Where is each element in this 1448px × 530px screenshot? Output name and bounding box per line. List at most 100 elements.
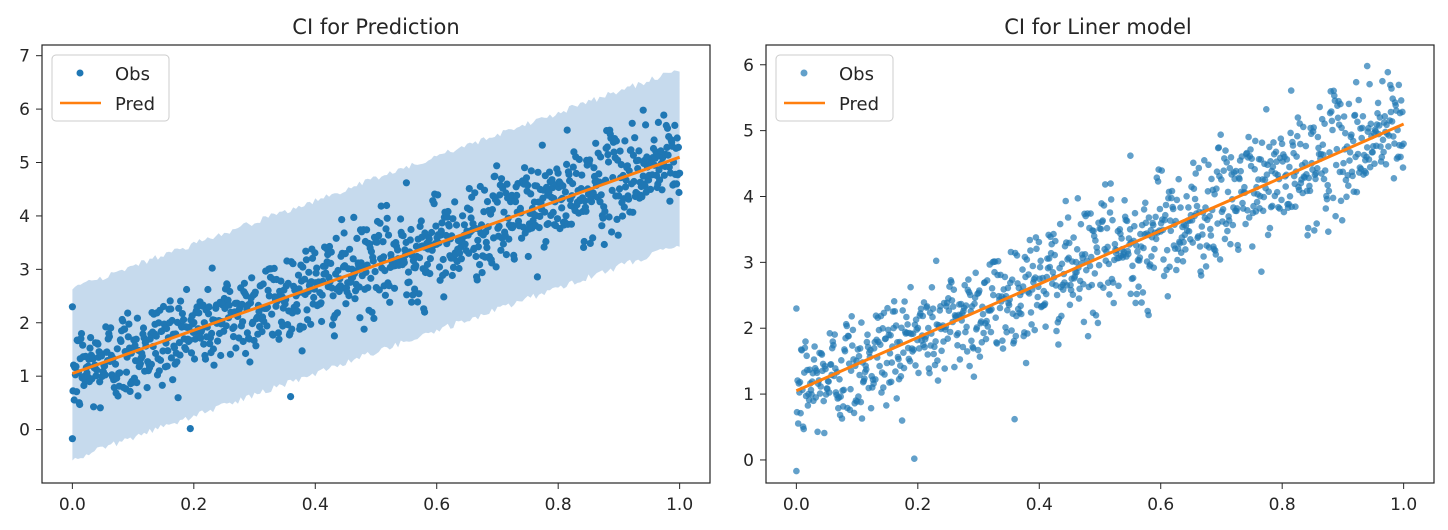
data-point — [928, 284, 936, 291]
data-point — [534, 168, 542, 176]
data-point — [921, 343, 928, 351]
data-point — [987, 328, 995, 336]
data-point — [428, 228, 436, 237]
legend: Obs Pred — [51, 54, 170, 122]
data-point — [459, 212, 467, 220]
data-point — [639, 172, 647, 180]
y-tick-label: 3 — [19, 260, 30, 280]
data-point — [1367, 120, 1375, 128]
data-point — [1286, 193, 1294, 200]
data-point — [197, 334, 205, 342]
data-point — [119, 317, 127, 325]
data-point — [1162, 211, 1169, 219]
data-point — [480, 186, 489, 194]
data-point — [176, 351, 184, 359]
data-point — [1245, 214, 1253, 221]
data-point — [903, 313, 910, 321]
data-point — [1354, 150, 1362, 158]
data-point — [1092, 312, 1100, 319]
data-point — [375, 231, 383, 240]
data-point — [159, 302, 168, 311]
data-point — [351, 295, 359, 303]
data-point — [1053, 327, 1060, 335]
data-point — [311, 249, 319, 257]
data-point — [569, 180, 577, 188]
data-point — [1189, 239, 1196, 246]
data-point — [190, 355, 199, 363]
data-point — [877, 341, 884, 349]
data-point — [1224, 227, 1231, 235]
data-point — [225, 301, 233, 309]
data-point — [1280, 208, 1288, 216]
data-point — [1251, 166, 1258, 173]
data-point — [1369, 148, 1376, 156]
data-point — [654, 118, 663, 126]
data-point — [600, 240, 608, 249]
data-point — [122, 368, 131, 376]
data-point — [926, 369, 933, 377]
data-point — [1289, 142, 1297, 149]
data-point — [183, 285, 191, 294]
data-point — [1005, 301, 1013, 309]
data-point — [1197, 272, 1205, 279]
data-point — [87, 334, 95, 342]
data-point — [356, 314, 364, 322]
data-point — [404, 268, 413, 276]
data-point — [553, 215, 562, 223]
data-point — [383, 214, 391, 222]
data-point — [1067, 281, 1074, 289]
data-point — [631, 134, 639, 142]
data-point — [1286, 163, 1293, 171]
data-point — [1235, 246, 1242, 253]
data-point — [255, 307, 263, 315]
data-point — [293, 301, 301, 309]
data-point — [444, 207, 452, 216]
data-point — [671, 121, 679, 129]
data-point — [1366, 80, 1373, 88]
data-point — [503, 180, 511, 188]
data-point — [872, 376, 879, 383]
legend-label-pred: Pred — [839, 94, 879, 115]
legend-label-obs: Obs — [115, 64, 150, 85]
data-point — [1312, 175, 1319, 183]
data-point — [1135, 283, 1142, 291]
data-point — [818, 351, 826, 358]
data-point — [143, 384, 151, 392]
data-point — [1051, 251, 1058, 259]
data-point — [1092, 237, 1099, 244]
data-point — [992, 314, 999, 322]
data-point — [1100, 284, 1107, 292]
x-tick-label: 0.6 — [1147, 495, 1174, 515]
data-point — [206, 340, 214, 348]
data-point — [1073, 246, 1081, 253]
data-point — [1266, 224, 1274, 232]
data-point — [1173, 266, 1180, 274]
data-point — [77, 330, 86, 338]
data-point — [941, 365, 948, 372]
data-point — [597, 191, 605, 199]
obs-points — [68, 106, 684, 443]
data-point — [664, 151, 672, 159]
data-point — [880, 309, 888, 317]
data-point — [802, 338, 809, 345]
data-point — [612, 137, 621, 145]
data-point — [1084, 332, 1092, 340]
data-point — [900, 364, 908, 372]
data-point — [147, 360, 155, 368]
data-point — [117, 337, 125, 345]
data-point — [793, 305, 800, 312]
data-point — [310, 293, 318, 302]
data-point — [1140, 244, 1147, 252]
data-point — [1173, 196, 1181, 204]
data-point — [474, 236, 482, 244]
data-point — [1345, 182, 1352, 189]
data-point — [1111, 240, 1119, 248]
data-point — [1359, 124, 1366, 132]
data-point — [810, 356, 818, 363]
data-point — [72, 362, 80, 371]
x-tick-label: 0.0 — [783, 495, 810, 515]
legend-label-obs: Obs — [839, 64, 874, 85]
data-point — [269, 331, 277, 339]
x-tick-label: 0.8 — [545, 495, 572, 515]
data-point — [1182, 246, 1189, 253]
